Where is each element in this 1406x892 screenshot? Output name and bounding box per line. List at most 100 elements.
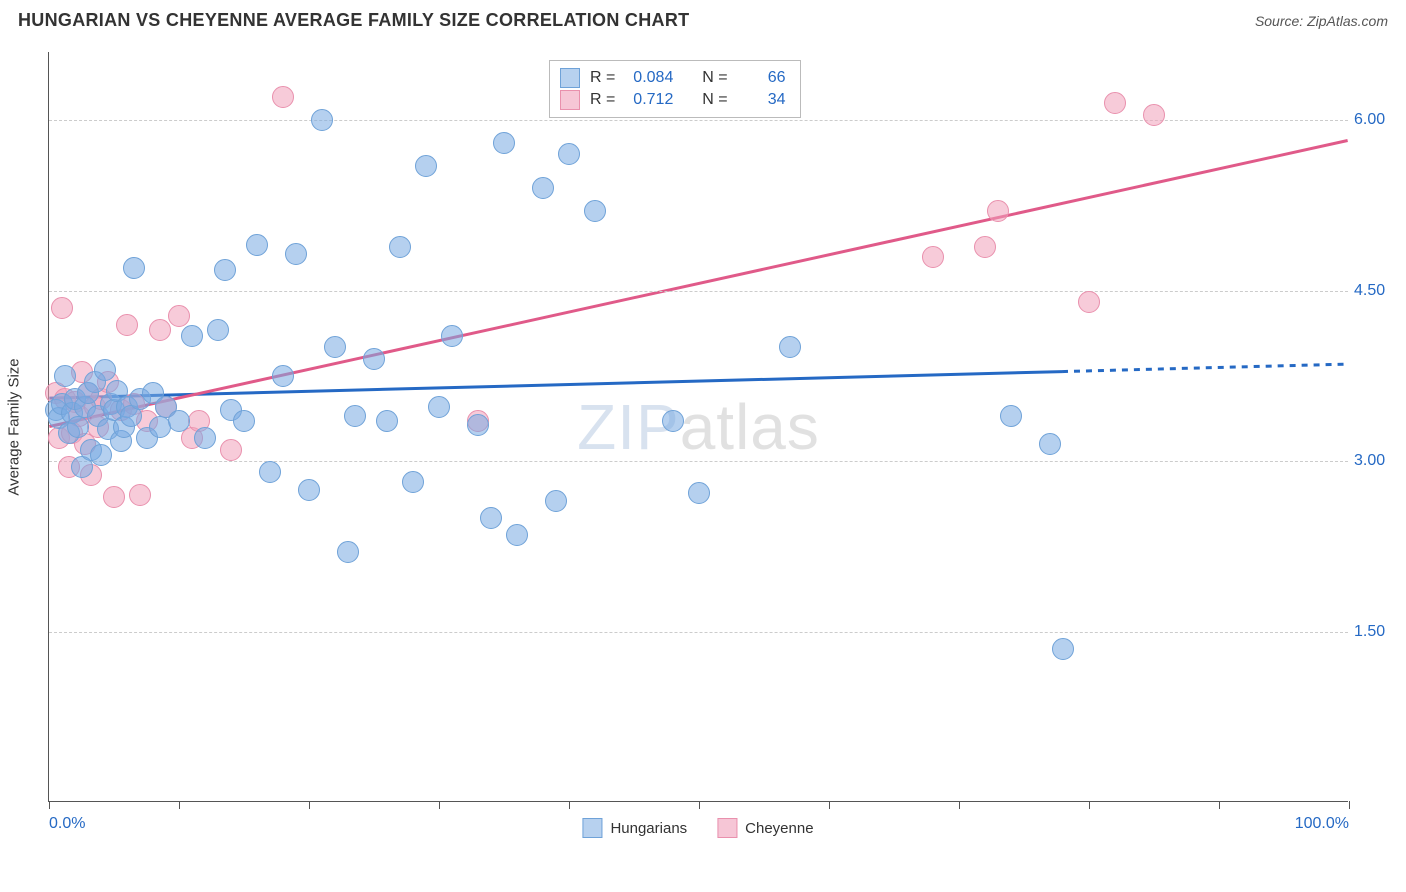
scatter-point-hungarians <box>1000 405 1022 427</box>
scatter-point-hungarians <box>344 405 366 427</box>
stat-N-value: 66 <box>738 67 786 89</box>
x-tick <box>49 801 50 809</box>
y-axis-label: Average Family Size <box>6 358 23 495</box>
scatter-point-hungarians <box>181 325 203 347</box>
legend-item-hungarians: Hungarians <box>582 818 687 838</box>
scatter-point-hungarians <box>415 155 437 177</box>
swatch-hungarians-icon <box>582 818 602 838</box>
scatter-point-hungarians <box>376 410 398 432</box>
x-tick <box>309 801 310 809</box>
source-attribution: Source: ZipAtlas.com <box>1255 13 1388 29</box>
scatter-point-cheyenne <box>987 200 1009 222</box>
scatter-point-hungarians <box>467 414 489 436</box>
scatter-point-hungarians <box>207 319 229 341</box>
scatter-point-hungarians <box>246 234 268 256</box>
stat-R-label: R = <box>590 89 615 111</box>
scatter-point-cheyenne <box>168 305 190 327</box>
gridline-h <box>49 632 1348 633</box>
scatter-point-hungarians <box>214 259 236 281</box>
x-tick <box>569 801 570 809</box>
scatter-point-hungarians <box>545 490 567 512</box>
scatter-point-hungarians <box>389 236 411 258</box>
scatter-point-cheyenne <box>103 486 125 508</box>
scatter-point-hungarians <box>233 410 255 432</box>
stat-N-label: N = <box>702 89 727 111</box>
scatter-point-hungarians <box>337 541 359 563</box>
watermark: ZIPatlas <box>577 390 820 464</box>
scatter-point-hungarians <box>662 410 684 432</box>
scatter-point-hungarians <box>272 365 294 387</box>
stat-N-value: 34 <box>738 89 786 111</box>
scatter-point-cheyenne <box>116 314 138 336</box>
scatter-point-hungarians <box>123 257 145 279</box>
stat-R-value: 0.084 <box>625 67 673 89</box>
scatter-point-cheyenne <box>51 297 73 319</box>
legend-label: Hungarians <box>610 820 687 837</box>
scatter-point-hungarians <box>779 336 801 358</box>
stat-R-value: 0.712 <box>625 89 673 111</box>
scatter-point-hungarians <box>506 524 528 546</box>
scatter-point-cheyenne <box>974 236 996 258</box>
x-tick <box>829 801 830 809</box>
y-tick-label: 6.00 <box>1354 111 1404 129</box>
scatter-point-hungarians <box>1039 433 1061 455</box>
scatter-point-cheyenne <box>272 86 294 108</box>
gridline-h <box>49 461 1348 462</box>
x-tick <box>1349 801 1350 809</box>
chart-title: HUNGARIAN VS CHEYENNE AVERAGE FAMILY SIZ… <box>18 10 689 31</box>
scatter-point-cheyenne <box>220 439 242 461</box>
y-tick-label: 1.50 <box>1354 623 1404 641</box>
scatter-point-hungarians <box>94 359 116 381</box>
x-tick-label: 0.0% <box>49 815 85 833</box>
scatter-point-hungarians <box>402 471 424 493</box>
scatter-point-hungarians <box>90 444 112 466</box>
legend-label: Cheyenne <box>745 820 813 837</box>
scatter-point-hungarians <box>285 243 307 265</box>
scatter-point-hungarians <box>324 336 346 358</box>
swatch-cheyenne-icon <box>717 818 737 838</box>
stats-row-hungarians: R = 0.084 N = 66 <box>560 67 786 89</box>
trend-line-cheyenne <box>49 141 1347 427</box>
scatter-point-hungarians <box>363 348 385 370</box>
plot-container: ZIPatlas R =0.084 N =66R =0.712 N =34 1.… <box>48 52 1348 802</box>
correlation-stats-box: R = 0.084 N = 66 R = 0.712 N = 34 <box>549 60 801 118</box>
x-tick <box>439 801 440 809</box>
y-tick-label: 4.50 <box>1354 282 1404 300</box>
scatter-point-hungarians <box>54 365 76 387</box>
scatter-point-hungarians <box>558 143 580 165</box>
scatter-point-cheyenne <box>1104 92 1126 114</box>
scatter-point-cheyenne <box>1078 291 1100 313</box>
x-tick-label: 100.0% <box>1295 815 1349 833</box>
x-tick <box>179 801 180 809</box>
scatter-point-hungarians <box>493 132 515 154</box>
stats-row-cheyenne: R = 0.712 N = 34 <box>560 89 786 111</box>
gridline-h <box>49 291 1348 292</box>
y-tick-label: 3.00 <box>1354 452 1404 470</box>
scatter-point-hungarians <box>259 461 281 483</box>
scatter-point-hungarians <box>428 396 450 418</box>
x-tick <box>959 801 960 809</box>
scatter-point-hungarians <box>194 427 216 449</box>
x-tick <box>1219 801 1220 809</box>
scatter-point-cheyenne <box>1143 104 1165 126</box>
plot-area: ZIPatlas R =0.084 N =66R =0.712 N =34 1.… <box>48 52 1348 802</box>
trend-line-hungarians <box>1062 364 1348 371</box>
scatter-point-hungarians <box>1052 638 1074 660</box>
stat-N-label: N = <box>702 67 727 89</box>
legend-item-cheyenne: Cheyenne <box>717 818 813 838</box>
scatter-point-hungarians <box>584 200 606 222</box>
trend-line-hungarians <box>49 372 1062 399</box>
scatter-point-hungarians <box>67 416 89 438</box>
scatter-point-hungarians <box>441 325 463 347</box>
stat-R-label: R = <box>590 67 615 89</box>
scatter-point-cheyenne <box>129 484 151 506</box>
scatter-point-hungarians <box>298 479 320 501</box>
scatter-point-hungarians <box>480 507 502 529</box>
scatter-point-hungarians <box>311 109 333 131</box>
swatch-cheyenne-icon <box>560 90 580 110</box>
scatter-point-hungarians <box>532 177 554 199</box>
series-legend: Hungarians Cheyenne <box>582 818 813 838</box>
x-tick <box>699 801 700 809</box>
scatter-point-cheyenne <box>149 319 171 341</box>
swatch-hungarians-icon <box>560 68 580 88</box>
